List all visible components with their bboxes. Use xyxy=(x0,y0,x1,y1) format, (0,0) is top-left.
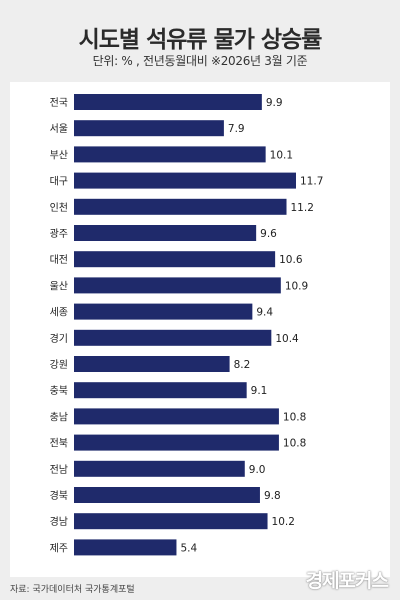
chart-panel: 전국 9.9 서울 7.9 부산 10.1 대구 11.7 인천 11.2 광주 9.6 대전 10.6 울… xyxy=(10,82,390,577)
bar xyxy=(74,303,253,320)
value-label: 10.6 xyxy=(279,254,303,266)
value-label: 10.8 xyxy=(283,411,306,423)
bar xyxy=(74,487,260,503)
bar xyxy=(74,120,224,137)
source-note: 자료: 국가데이터처 국가통계포털 xyxy=(10,585,135,595)
chart-subtitle: 단위: % , 전년동월대비 ※2026년 3월 기준 xyxy=(92,54,308,68)
value-label: 9.4 xyxy=(256,307,273,319)
chart-title: 시도별 석유류 물가 상승률 xyxy=(78,27,323,53)
value-label: 5.4 xyxy=(180,542,197,554)
bar xyxy=(74,382,247,399)
bar xyxy=(74,146,266,163)
category-label: 충남 xyxy=(50,411,68,423)
category-label: 전남 xyxy=(50,464,68,476)
category-label: 세종 xyxy=(50,307,68,319)
value-label: 10.9 xyxy=(285,280,308,292)
category-label: 제주 xyxy=(50,542,68,554)
category-label: 대구 xyxy=(50,176,68,188)
bar xyxy=(74,434,279,451)
category-label: 경남 xyxy=(50,515,68,528)
value-label: 7.9 xyxy=(228,123,245,135)
value-label: 10.1 xyxy=(270,149,293,161)
category-label: 서울 xyxy=(50,123,68,135)
bar xyxy=(74,94,262,110)
value-label: 8.2 xyxy=(234,359,251,371)
category-label: 광주 xyxy=(50,228,68,240)
value-label: 10.4 xyxy=(275,333,299,345)
category-label: 강원 xyxy=(50,359,68,371)
value-label: 9.8 xyxy=(264,490,281,502)
category-label: 경기 xyxy=(50,332,68,345)
value-label: 9.6 xyxy=(260,228,277,240)
bar xyxy=(74,539,177,556)
category-label: 부산 xyxy=(50,149,68,161)
bar xyxy=(74,225,257,241)
value-label: 9.9 xyxy=(266,97,283,109)
bar xyxy=(74,408,279,425)
category-label: 충북 xyxy=(50,385,68,397)
bar xyxy=(74,356,230,372)
bar xyxy=(74,460,245,477)
value-label: 11.2 xyxy=(291,202,314,214)
bar xyxy=(74,198,287,215)
value-label: 11.7 xyxy=(300,176,323,188)
bar xyxy=(74,329,272,346)
value-label: 10.8 xyxy=(283,438,306,450)
bar xyxy=(74,277,281,294)
brand-logo: 경제포커스 xyxy=(305,570,389,592)
category-label: 전북 xyxy=(50,438,68,450)
bar xyxy=(74,251,276,268)
category-label: 경북 xyxy=(50,489,68,502)
bar xyxy=(74,172,296,189)
value-label: 9.1 xyxy=(251,385,268,397)
value-label: 9.0 xyxy=(249,464,266,476)
category-label: 대전 xyxy=(50,254,68,266)
category-label: 전국 xyxy=(50,97,68,109)
bar xyxy=(74,513,268,530)
category-label: 울산 xyxy=(50,280,68,292)
bar-chart: 전국 9.9 서울 7.9 부산 10.1 대구 11.7 인천 11.2 광주 9.6 대전 10.6 울… xyxy=(50,94,323,556)
category-label: 인천 xyxy=(50,202,68,214)
value-label: 10.2 xyxy=(272,516,295,528)
